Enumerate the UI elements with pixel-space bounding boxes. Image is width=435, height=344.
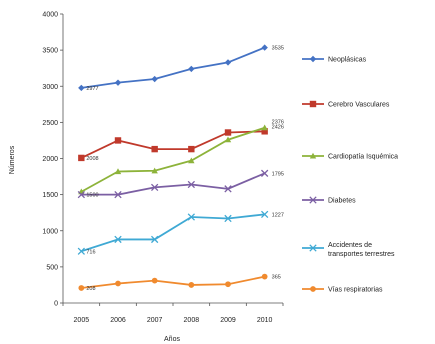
data-point — [261, 124, 268, 131]
y-tick-label: 3500 — [42, 48, 58, 55]
x-tick-label: 2009 — [220, 317, 236, 324]
legend-marker — [309, 244, 317, 252]
x-tick-label: 2007 — [147, 317, 163, 324]
series-line — [81, 213, 265, 253]
series-line — [81, 172, 266, 196]
data-point — [151, 277, 158, 284]
data-point — [114, 190, 122, 199]
data-point — [188, 145, 195, 153]
data-label: 208 — [86, 286, 95, 292]
data-point — [225, 281, 231, 288]
y-tick-label: 2500 — [42, 120, 58, 127]
y-tick-label: 1500 — [42, 192, 58, 199]
legend-item: Diabetes — [302, 196, 356, 205]
data-point — [151, 235, 159, 244]
legend-marker — [310, 286, 316, 292]
legend-label: Cerebro Vasculares — [328, 102, 390, 109]
series-3: 2426 — [78, 124, 284, 195]
legend-marker — [309, 55, 317, 63]
x-tick-label: 2006 — [110, 317, 126, 324]
series-6: 208 365 — [78, 273, 281, 292]
data-point — [187, 213, 195, 221]
series-4: 1500 1795 — [77, 169, 284, 199]
legend-marker — [309, 196, 317, 204]
data-point — [224, 129, 232, 136]
data-label: 2008 — [86, 156, 98, 162]
legend-label: transportes terrestres — [328, 251, 395, 258]
series-line — [81, 46, 266, 89]
data-label: 716 — [86, 249, 95, 255]
legend-marker — [309, 100, 317, 108]
data-point — [188, 65, 195, 73]
series-1: 2977 3535 — [78, 44, 284, 92]
data-point — [224, 136, 232, 143]
data-point — [114, 137, 122, 144]
data-point — [224, 185, 232, 193]
data-point — [78, 154, 85, 162]
data-point — [77, 247, 85, 255]
y-tick-label: 500 — [46, 264, 58, 271]
data-label: 1227 — [272, 212, 284, 218]
data-point — [78, 285, 85, 291]
x-axis-title: Años — [164, 336, 180, 343]
legend-item: Cardiopatía Isquémica — [302, 152, 398, 161]
legend-label: Vías respiratorias — [328, 287, 383, 294]
data-point — [188, 282, 195, 288]
data-point — [224, 59, 232, 66]
data-point — [261, 44, 268, 51]
legend-item: Cerebro Vasculares — [302, 100, 390, 109]
data-point — [151, 183, 159, 192]
legend-item: Vías respiratorias — [302, 286, 383, 294]
data-point — [151, 75, 158, 83]
data-point — [78, 84, 85, 92]
legend-item: Neoplásicas — [302, 55, 367, 64]
legend-label: Accidentes de — [328, 242, 372, 249]
data-label: 2376 — [272, 119, 284, 125]
y-tick-label: 4000 — [42, 12, 58, 19]
data-point — [261, 273, 268, 280]
data-point — [114, 79, 122, 86]
legend-label: Neoplásicas — [328, 57, 367, 64]
data-point — [151, 145, 158, 153]
y-tick-label: 3000 — [42, 84, 58, 91]
data-label: 1795 — [272, 171, 284, 177]
data-label: 3535 — [272, 46, 284, 52]
series-2: 2008 2376 — [78, 119, 284, 162]
data-label: 365 — [272, 275, 281, 281]
data-point — [188, 157, 195, 164]
legend-item: Accidentes de transportes terrestres — [302, 242, 395, 258]
data-point — [115, 280, 121, 287]
x-tick-label: 2005 — [74, 317, 90, 324]
data-label: 2977 — [86, 86, 98, 92]
chart-legend: Neoplásicas Cerebro Vasculares Cardiopatía… — [302, 55, 398, 294]
data-point — [77, 190, 85, 199]
y-tick-label: 1000 — [42, 228, 58, 235]
series-line — [80, 130, 265, 159]
data-point — [151, 167, 158, 174]
series-5: 716 1227 — [77, 210, 284, 255]
y-tick-label: 2000 — [42, 156, 58, 163]
data-point — [224, 214, 232, 223]
data-label: 2426 — [272, 125, 284, 131]
data-point — [261, 128, 268, 135]
data-point — [114, 235, 122, 244]
legend-label: Diabetes — [328, 198, 356, 205]
data-point — [187, 180, 195, 189]
legend-label: Cardiopatía Isquémica — [328, 154, 398, 161]
data-point — [261, 169, 269, 177]
series-line — [81, 275, 265, 289]
series-line — [80, 126, 265, 193]
x-tick-label: 2008 — [184, 317, 200, 324]
data-label: 1500 — [86, 193, 98, 199]
data-point — [261, 210, 269, 219]
x-tick-label: 2010 — [257, 317, 273, 324]
y-axis-title: Números — [9, 145, 16, 174]
chart-axes: 0 500 1000 1500 2000 2500 3000 3500 4000 2005 2006… — [42, 12, 284, 324]
legend-marker — [309, 152, 317, 159]
data-point — [114, 168, 122, 175]
y-tick-label: 0 — [54, 301, 58, 308]
